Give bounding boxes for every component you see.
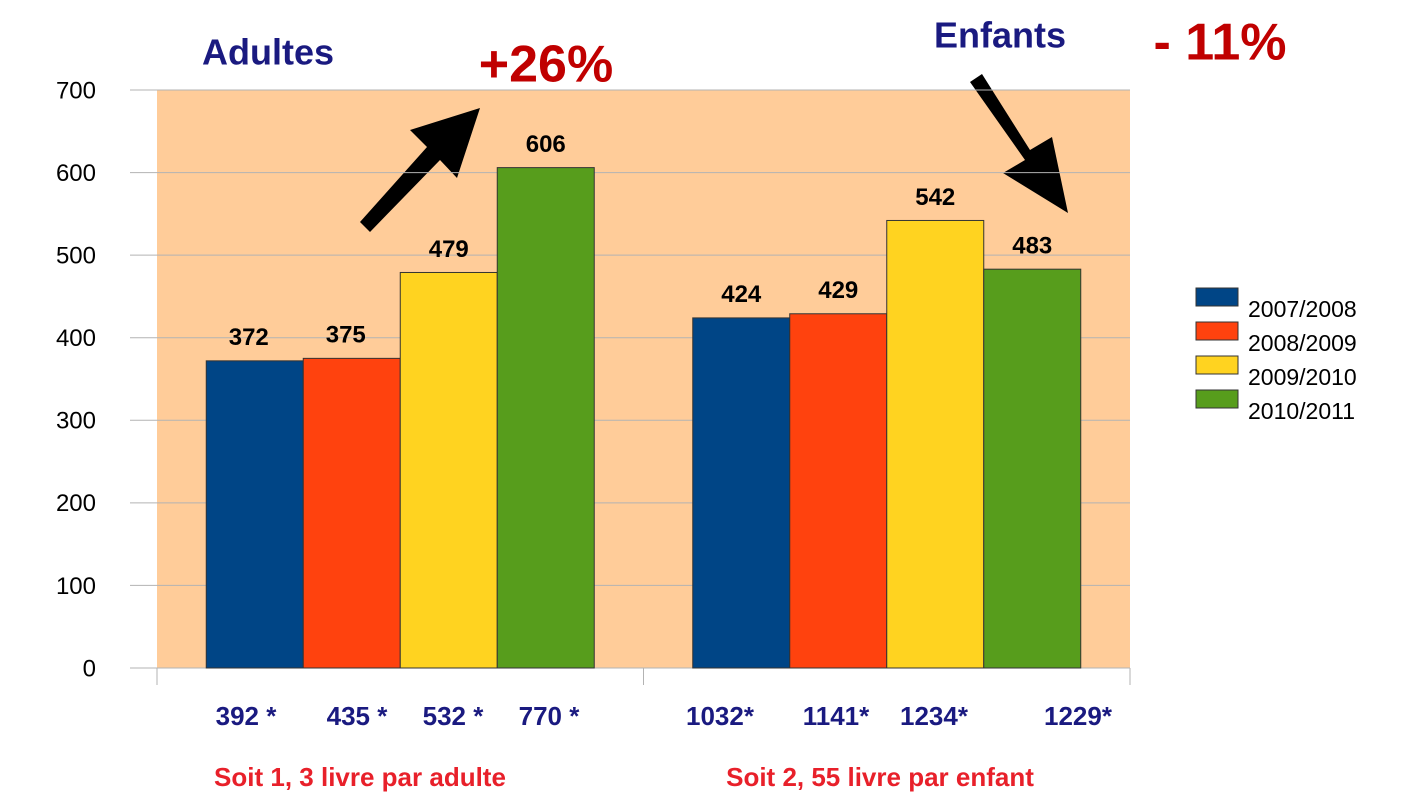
y-tick-label: 400	[56, 325, 96, 352]
data-label: 606	[526, 131, 566, 158]
bar	[983, 268, 1082, 669]
legend-label: 2008/2009	[1248, 330, 1357, 356]
bar-note: 770 *	[519, 701, 581, 731]
data-label: 424	[721, 281, 762, 308]
bar	[692, 317, 791, 669]
data-label: 429	[818, 277, 858, 304]
arrow-up	[360, 108, 480, 232]
legend-label: 2007/2008	[1248, 296, 1357, 322]
bar	[886, 219, 985, 669]
bar-note: 392 *	[216, 701, 278, 731]
y-tick-label: 100	[56, 573, 96, 600]
legend-label: 2009/2010	[1248, 364, 1357, 390]
bar-note: 1229*	[1044, 701, 1113, 731]
legend-swatch	[1195, 355, 1239, 375]
footnote: Soit 1, 3 livre par adulte	[214, 762, 506, 792]
annotation: Enfants	[934, 15, 1066, 56]
footnote: Soit 2, 55 livre par enfant	[726, 762, 1034, 792]
bar	[496, 167, 595, 669]
bar-note: 435 *	[327, 701, 389, 731]
legend-swatch	[1195, 389, 1239, 409]
data-label: 542	[915, 184, 955, 211]
y-tick-label: 500	[56, 242, 96, 269]
bar-note: 1234*	[900, 701, 969, 731]
bar-note: 1032*	[686, 701, 755, 731]
legend-swatch	[1195, 287, 1239, 307]
annotation: - 11%	[1154, 14, 1287, 72]
bar	[789, 313, 888, 669]
y-tick-label: 300	[56, 408, 96, 435]
bar	[205, 360, 304, 669]
annotation: Adultes	[202, 32, 334, 73]
legend-swatch	[1195, 321, 1239, 341]
bar-note: 1141*	[803, 701, 870, 731]
data-label: 479	[429, 236, 469, 263]
y-tick-label: 600	[56, 160, 96, 187]
annotation: +26%	[479, 36, 613, 94]
data-label: 483	[1012, 233, 1052, 260]
bar	[399, 271, 498, 669]
y-tick-label: 200	[56, 490, 96, 517]
y-tick-label: 0	[83, 655, 96, 682]
y-tick-label: 700	[56, 77, 96, 104]
bar-note: 532 *	[423, 701, 485, 731]
data-label: 375	[326, 322, 366, 349]
data-label: 372	[229, 324, 269, 351]
legend-label: 2010/2011	[1248, 398, 1355, 424]
bar	[302, 357, 401, 669]
arrow-down	[970, 74, 1068, 213]
